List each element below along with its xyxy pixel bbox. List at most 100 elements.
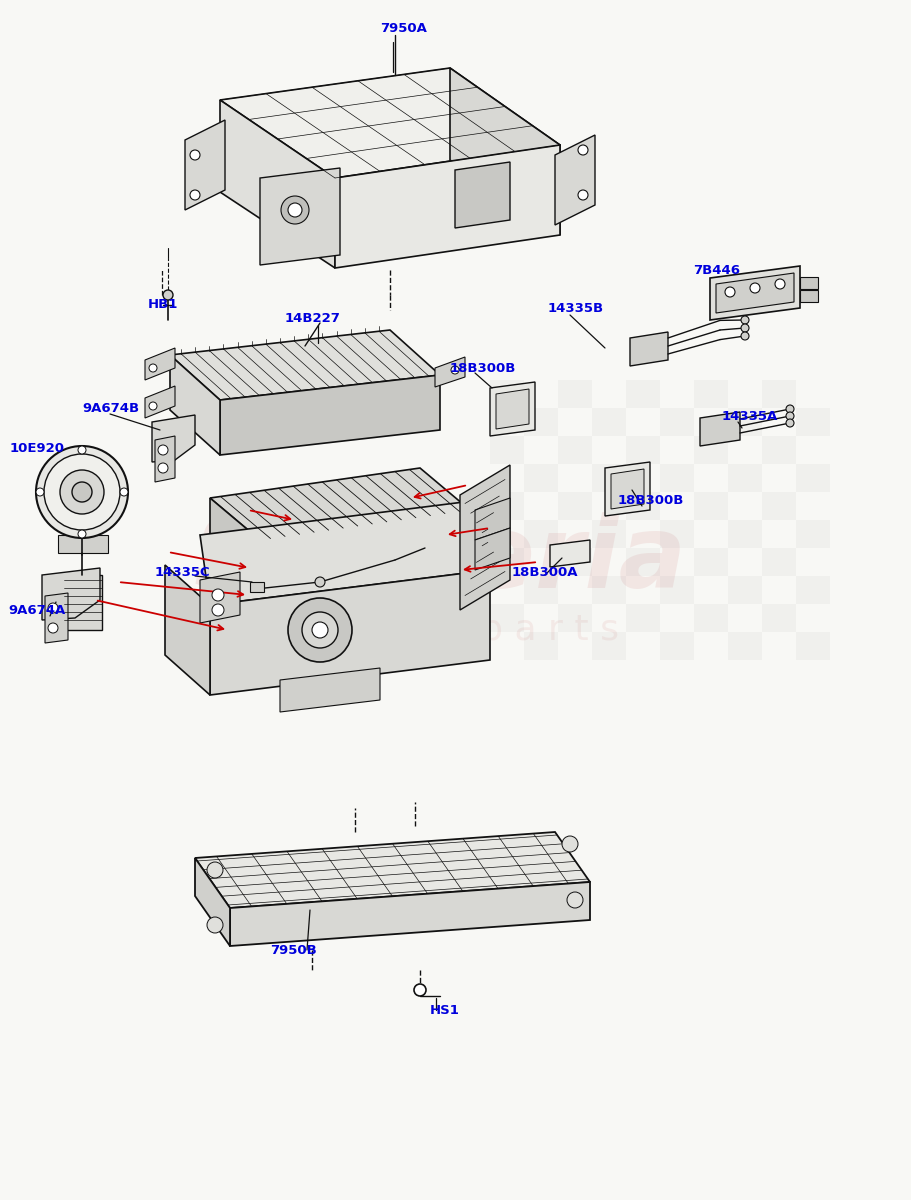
- Circle shape: [120, 488, 128, 496]
- Bar: [795, 632, 829, 660]
- Polygon shape: [195, 858, 230, 946]
- Polygon shape: [152, 415, 195, 462]
- Circle shape: [78, 446, 86, 454]
- Text: 9A674A: 9A674A: [8, 604, 66, 617]
- Polygon shape: [42, 568, 100, 620]
- Polygon shape: [45, 593, 68, 643]
- Polygon shape: [715, 272, 793, 313]
- Text: Scuderia: Scuderia: [193, 511, 686, 608]
- Bar: [660, 520, 693, 548]
- Circle shape: [302, 612, 338, 648]
- Bar: [762, 604, 795, 632]
- Circle shape: [211, 604, 224, 616]
- Text: 14335C: 14335C: [155, 565, 210, 578]
- Polygon shape: [630, 332, 667, 366]
- Bar: [727, 576, 762, 604]
- Text: HS1: HS1: [429, 1003, 459, 1016]
- Circle shape: [774, 278, 784, 289]
- Text: 9A674B: 9A674B: [82, 402, 139, 414]
- Text: 18B300B: 18B300B: [449, 361, 516, 374]
- Circle shape: [451, 366, 458, 374]
- Bar: [660, 408, 693, 436]
- Circle shape: [740, 324, 748, 332]
- Bar: [693, 492, 727, 520]
- Circle shape: [785, 404, 793, 413]
- Circle shape: [158, 445, 168, 455]
- Bar: [524, 576, 558, 604]
- Circle shape: [207, 862, 223, 878]
- Bar: [762, 380, 795, 408]
- Text: 10E920: 10E920: [10, 442, 65, 455]
- Bar: [591, 408, 625, 436]
- Polygon shape: [220, 68, 559, 178]
- Polygon shape: [455, 162, 509, 228]
- Polygon shape: [334, 145, 559, 268]
- Bar: [591, 464, 625, 492]
- Bar: [489, 604, 524, 632]
- Circle shape: [567, 892, 582, 908]
- Bar: [64, 575, 102, 630]
- Polygon shape: [475, 498, 509, 540]
- Bar: [558, 548, 591, 576]
- Polygon shape: [435, 358, 465, 386]
- Polygon shape: [230, 882, 589, 946]
- Bar: [625, 492, 660, 520]
- Text: 7B446: 7B446: [692, 264, 739, 276]
- Circle shape: [578, 190, 588, 200]
- Polygon shape: [200, 500, 489, 605]
- Polygon shape: [195, 832, 589, 908]
- Polygon shape: [210, 570, 489, 695]
- Bar: [625, 604, 660, 632]
- Polygon shape: [555, 134, 594, 226]
- Polygon shape: [280, 668, 380, 712]
- Polygon shape: [489, 382, 535, 436]
- Circle shape: [288, 203, 302, 217]
- Circle shape: [72, 482, 92, 502]
- Polygon shape: [185, 120, 225, 210]
- Bar: [489, 380, 524, 408]
- Polygon shape: [200, 572, 240, 623]
- Bar: [727, 632, 762, 660]
- Circle shape: [740, 316, 748, 324]
- Bar: [660, 632, 693, 660]
- Circle shape: [314, 577, 324, 587]
- Polygon shape: [210, 468, 469, 540]
- Circle shape: [158, 463, 168, 473]
- Bar: [799, 277, 817, 289]
- Circle shape: [785, 412, 793, 420]
- Text: 18B300B: 18B300B: [618, 493, 683, 506]
- Circle shape: [414, 984, 425, 996]
- Bar: [762, 548, 795, 576]
- Polygon shape: [610, 469, 643, 509]
- Circle shape: [60, 470, 104, 514]
- Polygon shape: [260, 510, 469, 575]
- Bar: [660, 576, 693, 604]
- Circle shape: [211, 589, 224, 601]
- Polygon shape: [549, 540, 589, 566]
- Bar: [795, 408, 829, 436]
- Circle shape: [578, 145, 588, 155]
- Bar: [795, 520, 829, 548]
- Bar: [558, 380, 591, 408]
- Bar: [727, 464, 762, 492]
- Circle shape: [749, 283, 759, 293]
- Bar: [489, 492, 524, 520]
- Polygon shape: [169, 355, 220, 455]
- Bar: [693, 380, 727, 408]
- Circle shape: [288, 598, 352, 662]
- Bar: [762, 436, 795, 464]
- Bar: [762, 492, 795, 520]
- Polygon shape: [145, 348, 175, 380]
- Bar: [660, 464, 693, 492]
- Circle shape: [312, 622, 328, 638]
- Text: 14335B: 14335B: [548, 301, 603, 314]
- Bar: [799, 290, 817, 302]
- Bar: [625, 436, 660, 464]
- Bar: [489, 548, 524, 576]
- Circle shape: [148, 402, 157, 410]
- Bar: [558, 436, 591, 464]
- Bar: [625, 548, 660, 576]
- Polygon shape: [700, 412, 739, 446]
- Text: 18B300A: 18B300A: [511, 565, 578, 578]
- Circle shape: [785, 419, 793, 427]
